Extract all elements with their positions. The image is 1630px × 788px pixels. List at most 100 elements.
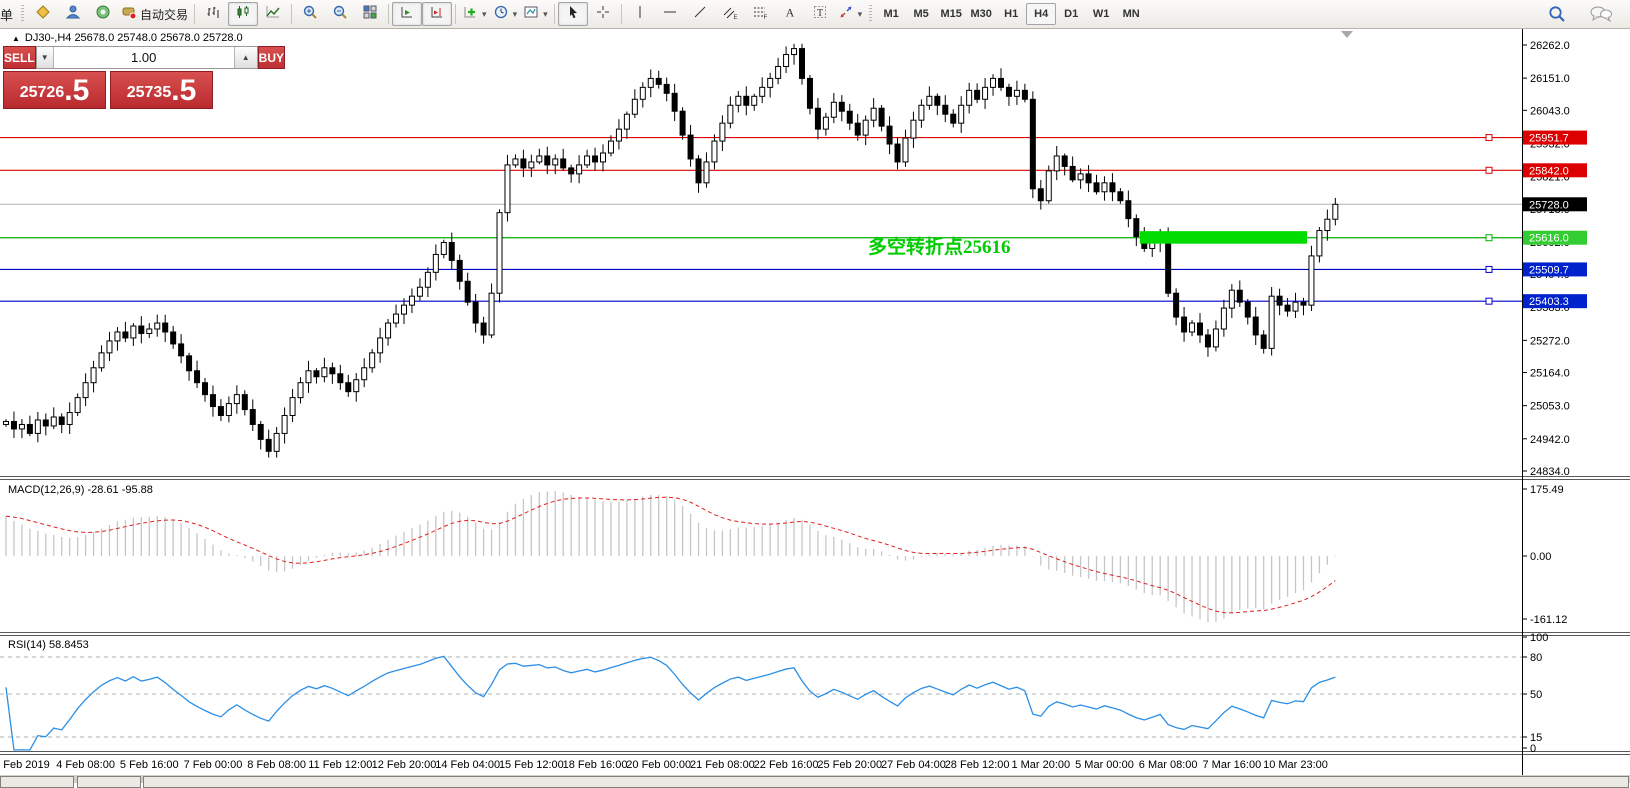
text-label-icon: T [812,4,828,25]
annotation-text[interactable]: 多空转折点25616 [868,235,1011,258]
indicators-button[interactable]: ▾ [459,2,490,26]
highlight-rectangle[interactable] [1140,231,1307,244]
gold-icon-icon [35,4,51,25]
highlight-rectangle[interactable] [1140,231,1307,244]
timeframe-h1[interactable]: H1 [1004,8,1019,20]
buy-button[interactable]: BUY [257,46,286,69]
chart-shift-marker[interactable] [1341,31,1353,38]
search-icon[interactable] [1542,2,1572,26]
sell-button[interactable]: SELL [3,46,36,69]
svg-text:25842.0: 25842.0 [1529,165,1569,177]
minimized-window[interactable] [0,776,74,788]
svg-text:-161.12: -161.12 [1530,614,1567,626]
text-button[interactable]: A [775,2,805,26]
horizontal-line-button[interactable] [655,2,685,26]
time-axis-labels[interactable]: 1 Feb 2019 4 Feb 08:00 5 Feb 16:00 7 Feb 00… [0,759,1328,771]
candlestick-chart-button[interactable] [228,2,259,26]
profile-icon-icon [65,4,81,25]
volume-decrease-button[interactable]: ▼ [36,47,54,68]
macd-signal-line [5,496,1336,614]
chevron-down-icon[interactable]: ▾ [543,8,548,19]
chevron-down-icon[interactable]: ▾ [482,8,487,19]
text-label-button[interactable]: T [805,2,835,26]
panel-separators[interactable] [0,476,1630,755]
auto-scroll-button[interactable] [392,2,423,26]
svg-text:14 Feb 04:00: 14 Feb 04:00 [435,759,500,771]
volume-input[interactable] [53,47,234,68]
line-handle[interactable] [1485,265,1493,273]
line-handle[interactable] [1485,234,1493,242]
zoom-out-button[interactable] [325,2,355,26]
horizontal-line-icon [662,4,678,25]
timeframe-d1[interactable]: D1 [1064,8,1079,20]
timeframe-m5[interactable]: M5 [913,8,929,20]
svg-text:12 Feb 20:00: 12 Feb 20:00 [372,759,437,771]
timeframe-w1[interactable]: W1 [1092,8,1110,20]
equidistant-channel-button[interactable]: E [715,2,745,26]
crosshair-button[interactable] [588,2,618,26]
chevron-down-icon[interactable]: ▾ [512,8,518,19]
timeframe-mn[interactable]: MN [1122,8,1140,20]
trendline-button[interactable] [685,2,715,26]
toolbar-separator [620,4,622,24]
gold-icon[interactable] [28,2,58,26]
volume-increase-button[interactable]: ▲ [233,47,257,68]
svg-text:18 Feb 16:00: 18 Feb 16:00 [563,759,628,771]
timeframe-m1[interactable]: M1 [883,8,899,20]
autotrading-button[interactable]: 自动交易 [118,2,191,26]
cursor-icon [565,4,581,25]
svg-text:25509.7: 25509.7 [1529,264,1569,276]
line-chart-button[interactable] [258,2,288,26]
cursor-button[interactable] [557,2,588,26]
timeframe-m15[interactable]: M15 [940,8,962,20]
profile-icon[interactable] [58,2,88,26]
signal-icon[interactable] [88,2,118,26]
svg-text:MACD(12,26,9) -28.61 -95.88: MACD(12,26,9) -28.61 -95.88 [8,484,153,496]
templates-button[interactable]: ▾ [520,2,551,26]
zoom-in-button[interactable] [295,2,325,26]
svg-text:4 Feb 08:00: 4 Feb 08:00 [56,759,115,771]
svg-text:F: F [763,15,767,20]
chart-shift-button[interactable] [422,2,453,26]
minimized-window[interactable] [143,776,1629,788]
chart-shift-marker[interactable] [1341,31,1353,38]
svg-text:多空转折点25616: 多空转折点25616 [868,235,1011,258]
text-icon: A [782,4,798,25]
svg-text:100: 100 [1530,632,1548,644]
line-handle[interactable] [1485,166,1493,174]
timeframe-h4[interactable]: H4 [1026,3,1057,25]
macd-signal-line [5,496,1336,614]
periods-button[interactable]: ▾ [490,2,521,26]
crosshair-icon [595,4,611,25]
tile-windows-button[interactable] [355,2,385,26]
buy-price-button[interactable]: 25735 .5 [110,71,213,109]
svg-text:22 Feb 16:00: 22 Feb 16:00 [754,759,819,771]
svg-text:28 Feb 12:00: 28 Feb 12:00 [945,759,1010,771]
arrows-button[interactable]: ▾ [835,2,866,26]
svg-text:25616.0: 25616.0 [1529,233,1569,245]
chevron-down-icon[interactable]: ▾ [857,8,863,19]
one-click-toggle-icon[interactable]: ▲ [12,33,20,43]
line-chart-icon [265,4,281,25]
bar-chart-button[interactable] [198,2,228,26]
line-handle[interactable] [1485,134,1493,142]
chat-icon[interactable] [1586,2,1616,26]
toolbar-grip[interactable] [869,5,873,23]
rsi-axis[interactable]: 100 80 50 150 [1522,632,1548,755]
arrows-icon [838,4,854,25]
symbol-ohlc-text: DJ30-,H4 25678.0 25748.0 25678.0 25728.0 [24,32,243,44]
new-order-label-fragment[interactable]: 单 [0,7,14,23]
timeframe-m30[interactable]: M30 [970,8,992,20]
sell-price-button[interactable]: 25726 .5 [3,71,106,109]
macd-axis[interactable]: 175.49 0.00 -161.12 [1522,484,1567,626]
minimized-window[interactable] [77,776,141,788]
vertical-line-button[interactable] [625,2,655,26]
line-handle[interactable] [1485,297,1493,305]
zoom-out-icon [332,4,348,25]
fibonacci-button[interactable]: F [745,2,775,26]
svg-text:10 Mar 23:00: 10 Mar 23:00 [1263,759,1328,771]
svg-text:7 Feb 00:00: 7 Feb 00:00 [184,759,243,771]
svg-text:25403.3: 25403.3 [1529,296,1569,308]
